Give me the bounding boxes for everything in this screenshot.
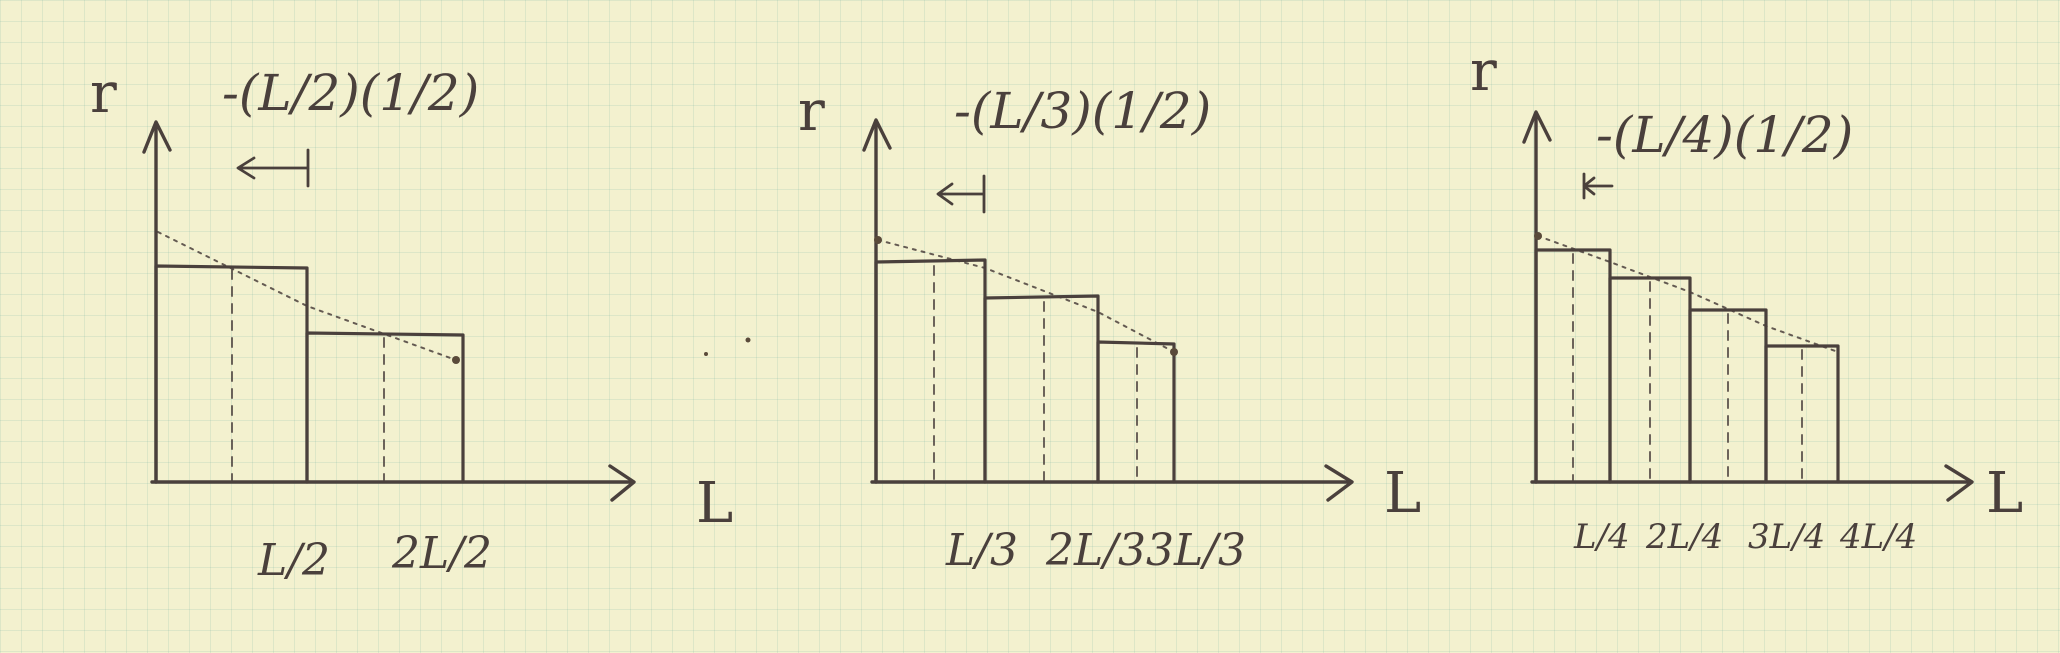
panel-3-tick-3: 3L/4 — [1748, 517, 1825, 557]
panel-3-y-label: r — [1470, 39, 1497, 104]
panel-3-x-label: L — [1986, 461, 2023, 526]
panel-2-slope-line — [877, 239, 1175, 353]
panel-2-step-arrow — [936, 174, 986, 214]
panel-2-y-arrowhead — [862, 118, 892, 152]
panel-1-slope-line — [157, 231, 457, 361]
panel-1-tick-2: 2L/2 — [391, 528, 492, 579]
panel-3-tick-4: 4L/4 — [1839, 517, 1917, 557]
panel-1-tick-1: L/2 — [257, 535, 330, 586]
panel-2-bar-1 — [874, 258, 987, 484]
panel-2-formula: -(L/3)(1/2) — [954, 82, 1211, 140]
panel-2-x-arrowhead — [1324, 464, 1354, 502]
panel-2-tick-2: 2L/3 — [1045, 525, 1146, 576]
panel-3: r L -(L/4)(1/2) L/4 2L/4 3L/4 4L/4 — [1470, 39, 2023, 557]
panel-3-start-dot — [1534, 232, 1542, 240]
panel-1-end-dot — [452, 356, 460, 364]
panel-2-bar-2 — [983, 294, 1100, 484]
panel-1-formula: -(L/2)(1/2) — [222, 64, 479, 122]
panel-1-x-arrowhead — [608, 464, 636, 502]
ink-speck — [745, 337, 751, 343]
panel-2-tick-3: 3L/3 — [1146, 525, 1246, 576]
panel-2-start-dot — [874, 236, 882, 244]
panel-1-bar-2 — [305, 331, 465, 484]
panel-3-step-arrow — [1582, 172, 1614, 200]
panel-2-y-label: r — [798, 79, 825, 144]
panel-3-tick-1: L/4 — [1573, 517, 1630, 557]
panel-2-tick-1: L/3 — [945, 525, 1018, 576]
panel-2-bar-3 — [1096, 340, 1176, 484]
panel-3-formula: -(L/4)(1/2) — [1596, 106, 1853, 164]
panel-3-bar-4 — [1764, 344, 1840, 484]
panel-1-y-arrowhead — [142, 120, 172, 154]
panel-2-end-dot — [1170, 348, 1178, 356]
panel-1-y-label: r — [90, 61, 117, 126]
ink-speck — [704, 352, 708, 356]
panel-3-y-arrowhead — [1522, 110, 1552, 144]
panel-3-x-arrowhead — [1944, 464, 1974, 502]
panel-3-slope-line — [1537, 235, 1839, 353]
panel-1: r L -(L/2)(1/2) L/2 2L/2 — [90, 61, 733, 586]
panel-2: r L -(L/3)(1/2) L/3 2L/3 3L/3 — [798, 79, 1421, 576]
panel-1-x-label: L — [696, 471, 733, 536]
panel-2-x-label: L — [1384, 461, 1421, 526]
panel-3-tick-2: 2L/4 — [1645, 517, 1723, 557]
panel-1-step-arrow — [236, 148, 310, 188]
